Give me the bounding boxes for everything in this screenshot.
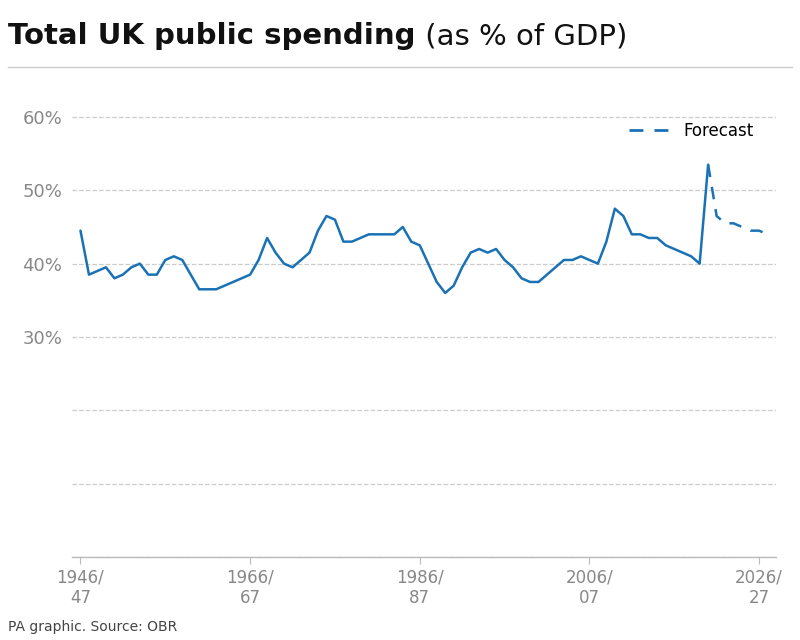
Text: (as % of GDP): (as % of GDP)	[415, 22, 627, 51]
Text: PA graphic. Source: OBR: PA graphic. Source: OBR	[8, 620, 178, 634]
Legend: Forecast: Forecast	[622, 115, 761, 147]
Text: Total UK public spending: Total UK public spending	[8, 22, 415, 51]
